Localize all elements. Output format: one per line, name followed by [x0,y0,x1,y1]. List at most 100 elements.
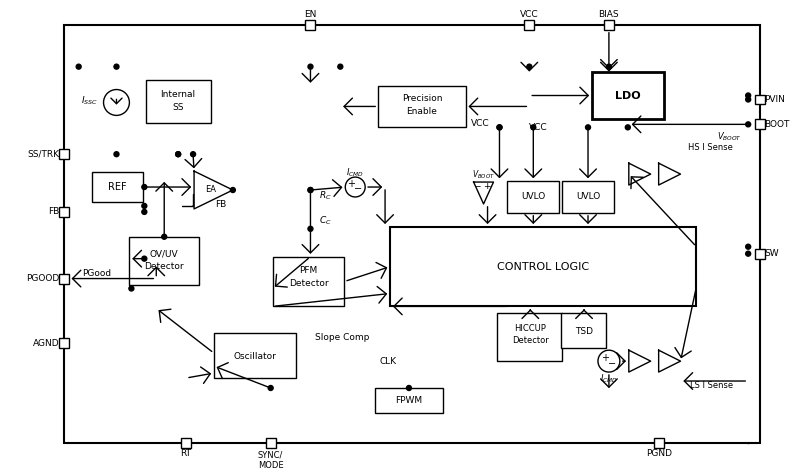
Text: +: + [601,353,609,363]
Text: VCC: VCC [520,10,539,19]
Circle shape [586,125,591,130]
Circle shape [176,152,180,157]
Polygon shape [658,350,681,372]
Text: HS I Sense: HS I Sense [689,142,733,152]
Text: CLK: CLK [380,357,397,366]
Circle shape [268,386,273,390]
Bar [654,438,664,447]
Text: VCC: VCC [471,119,489,128]
Bar [755,249,765,259]
Polygon shape [629,163,650,185]
Text: +: + [347,179,355,189]
Text: RT: RT [180,449,192,458]
Text: Enable: Enable [406,107,437,116]
Bar [390,227,697,306]
Text: HICCUP: HICCUP [515,324,547,333]
Bar [146,80,211,124]
Text: $V_{BOOT}$: $V_{BOOT}$ [717,130,742,142]
Circle shape [531,125,535,130]
Polygon shape [194,171,233,209]
Circle shape [497,125,502,130]
Text: −: − [473,181,480,190]
Bar [181,438,191,447]
Circle shape [308,188,313,192]
Text: FPWM: FPWM [395,397,422,406]
Text: PGOOD: PGOOD [26,274,60,283]
Bar [755,95,765,104]
Text: Oscillator: Oscillator [233,352,276,361]
Text: LDO: LDO [615,91,641,101]
Circle shape [191,152,196,157]
Circle shape [745,122,751,127]
Circle shape [142,256,147,261]
Text: AGND: AGND [34,339,60,348]
Text: FB: FB [215,200,227,209]
Circle shape [745,244,751,249]
Bar [273,256,344,306]
Bar [561,314,606,348]
Circle shape [308,188,313,192]
Circle shape [308,64,313,69]
Circle shape [406,386,412,390]
Text: PGood: PGood [81,269,111,278]
Bar [64,25,760,443]
Circle shape [527,64,531,69]
Polygon shape [658,163,681,185]
Polygon shape [629,350,650,372]
Text: SYNC/
MODE: SYNC/ MODE [258,451,283,470]
Circle shape [745,251,751,256]
Bar [129,237,199,285]
Text: Slope Comp: Slope Comp [315,333,369,342]
Circle shape [346,177,365,197]
Circle shape [606,64,611,69]
Text: $I_{CMD}$: $I_{CMD}$ [346,167,364,180]
Text: Detector: Detector [144,262,184,271]
Text: REF: REF [109,182,127,192]
Text: +: + [483,181,490,190]
Bar [755,119,765,129]
Circle shape [338,64,343,69]
Text: $R_C$: $R_C$ [319,190,332,202]
Polygon shape [473,182,493,204]
Circle shape [114,64,119,69]
Circle shape [142,209,147,214]
Circle shape [176,152,180,157]
Text: EN: EN [304,10,317,19]
Text: PFM: PFM [299,266,318,275]
Text: UVLO: UVLO [521,192,545,201]
Bar [266,438,275,447]
Bar [59,274,69,284]
Text: Precision: Precision [401,94,442,103]
Bar [59,149,69,159]
Text: SS: SS [172,103,184,112]
Circle shape [76,64,81,69]
Circle shape [598,350,620,372]
Text: UVLO: UVLO [576,192,600,201]
Circle shape [162,234,167,239]
Text: SS/TRK: SS/TRK [28,150,60,159]
Text: PVIN: PVIN [764,95,785,104]
Circle shape [142,203,147,209]
Text: TSD: TSD [575,327,593,336]
Bar [562,181,614,213]
Circle shape [308,226,313,231]
Circle shape [626,125,630,130]
Bar [306,20,315,30]
Circle shape [231,188,235,192]
Text: SW: SW [764,249,779,258]
Circle shape [497,125,502,130]
Text: Detector: Detector [289,279,328,288]
Circle shape [142,185,147,190]
Bar [524,20,535,30]
Text: BOOT: BOOT [764,120,789,129]
Text: Detector: Detector [512,336,549,345]
Text: $V_{BOOT}$: $V_{BOOT}$ [472,169,495,181]
Bar [92,172,144,202]
Text: VCC: VCC [529,123,548,132]
Text: EA: EA [205,184,216,193]
Bar [214,333,295,378]
Text: $I_{CMD}$: $I_{CMD}$ [600,373,618,385]
Bar [378,86,466,127]
Text: FB: FB [49,208,60,217]
Bar [604,20,614,30]
